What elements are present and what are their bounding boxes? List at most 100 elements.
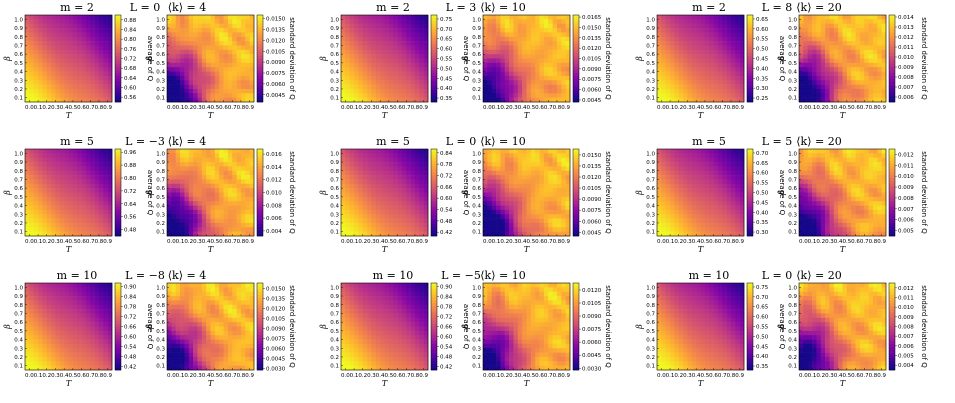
heatmap-cell xyxy=(565,209,571,215)
colorbar-segment xyxy=(257,195,263,199)
heatmap-cell xyxy=(842,71,848,77)
heatmap-cell xyxy=(423,196,429,202)
heatmap-cell xyxy=(193,32,198,38)
heatmap-cell xyxy=(851,75,856,81)
heatmap-cell xyxy=(375,54,381,59)
heatmap-cell xyxy=(90,149,95,154)
x-tick-label: 0.1 xyxy=(176,239,185,245)
heatmap-cell xyxy=(371,32,377,38)
heatmap-cell xyxy=(674,75,680,81)
panel-title-m: m = 5 xyxy=(60,135,94,148)
heatmap-cell xyxy=(214,175,220,180)
heatmap-cell xyxy=(167,75,172,81)
heatmap-cell xyxy=(354,149,359,154)
heatmap-cell xyxy=(522,149,527,154)
heatmap-cell xyxy=(401,218,407,224)
heatmap-cell xyxy=(46,67,52,72)
heatmap-cell xyxy=(94,71,100,77)
colorbar-segment xyxy=(115,180,121,185)
heatmap-cell xyxy=(709,84,714,90)
heatmap-cell xyxy=(362,41,368,46)
heatmap-cell xyxy=(700,93,706,98)
heatmap-cell xyxy=(362,62,368,68)
heatmap-cell xyxy=(72,166,78,172)
y-tick-label: 0.5 xyxy=(156,195,165,201)
heatmap-cell xyxy=(504,183,510,189)
heatmap-cell xyxy=(522,62,527,68)
heatmap-cell xyxy=(197,183,203,189)
colorbar-segment xyxy=(889,73,895,77)
colorbar-segment xyxy=(431,29,437,33)
colorbar-segment xyxy=(115,157,121,161)
heatmap-cell xyxy=(730,58,736,64)
heatmap-cell xyxy=(227,149,233,154)
heatmap-cell xyxy=(107,179,113,185)
heatmap-cell xyxy=(64,84,69,90)
heatmap-cell xyxy=(722,71,727,77)
heatmap-cell xyxy=(210,93,216,98)
heatmap-cell xyxy=(833,49,839,55)
y-tick-label: 0.9 xyxy=(646,26,655,32)
heatmap-cell xyxy=(232,23,237,29)
heatmap-cell xyxy=(184,162,190,167)
heatmap-cell xyxy=(393,153,398,158)
colorbar-segment xyxy=(747,73,753,77)
heatmap-cell xyxy=(522,19,527,24)
heatmap-cell xyxy=(42,196,48,202)
heatmap-cell xyxy=(249,179,255,185)
heatmap-cell xyxy=(98,175,104,180)
heatmap-cell xyxy=(483,170,488,176)
heatmap-cell xyxy=(393,205,398,211)
heatmap-cell xyxy=(180,179,185,185)
colorbar-segment xyxy=(889,58,895,62)
heatmap-cell xyxy=(214,84,220,90)
heatmap-cell xyxy=(700,15,706,20)
heatmap-cell xyxy=(232,188,237,193)
heatmap-cell xyxy=(64,45,69,51)
heatmap-cell xyxy=(175,222,181,228)
heatmap-cell xyxy=(423,162,429,167)
heatmap-cell xyxy=(829,88,835,94)
heatmap-cell xyxy=(59,149,65,154)
colorbar-tick-label: 0.013 xyxy=(898,25,914,31)
heatmap-cell xyxy=(46,222,52,228)
heatmap-cell xyxy=(556,23,562,29)
heatmap-cell xyxy=(556,32,562,38)
heatmap-cell xyxy=(384,205,390,211)
heatmap-cell xyxy=(206,149,211,154)
heatmap-cell xyxy=(807,54,813,59)
heatmap-cell xyxy=(726,45,732,51)
heatmap-cell xyxy=(504,196,510,202)
colorbar-segment xyxy=(431,195,437,199)
heatmap-cell xyxy=(77,62,82,68)
colorbar-segment xyxy=(115,189,121,193)
heatmap-cell xyxy=(851,67,856,72)
heatmap-cell xyxy=(419,231,424,237)
heatmap-cell xyxy=(362,28,368,33)
heatmap-cell xyxy=(193,209,198,215)
heatmap-cell xyxy=(51,45,56,51)
heatmap-cell xyxy=(55,231,61,237)
heatmap-cell xyxy=(167,149,172,154)
heatmap-cell xyxy=(345,209,350,215)
heatmap-cell xyxy=(38,218,43,224)
heatmap-cell xyxy=(561,205,566,211)
x-tick-label: 0.5 xyxy=(68,105,77,111)
x-axis-label: T xyxy=(524,111,530,120)
heatmap-cell xyxy=(393,32,398,38)
heatmap-cell xyxy=(341,36,346,42)
heatmap-cell xyxy=(414,32,420,38)
heatmap-cell xyxy=(406,170,411,176)
panel-title-L: L = 0 xyxy=(446,135,477,148)
heatmap-cell xyxy=(513,41,519,46)
heatmap-cell xyxy=(38,153,43,158)
heatmap-cell xyxy=(739,71,745,77)
heatmap-cell xyxy=(548,23,553,29)
heatmap-cell xyxy=(561,23,566,29)
heatmap-cell xyxy=(175,218,181,224)
heatmap-cell xyxy=(171,49,176,55)
heatmap-cell xyxy=(730,62,736,68)
colorbar-segment xyxy=(115,224,121,228)
heatmap-cell xyxy=(90,227,95,232)
heatmap-cell xyxy=(397,45,403,51)
